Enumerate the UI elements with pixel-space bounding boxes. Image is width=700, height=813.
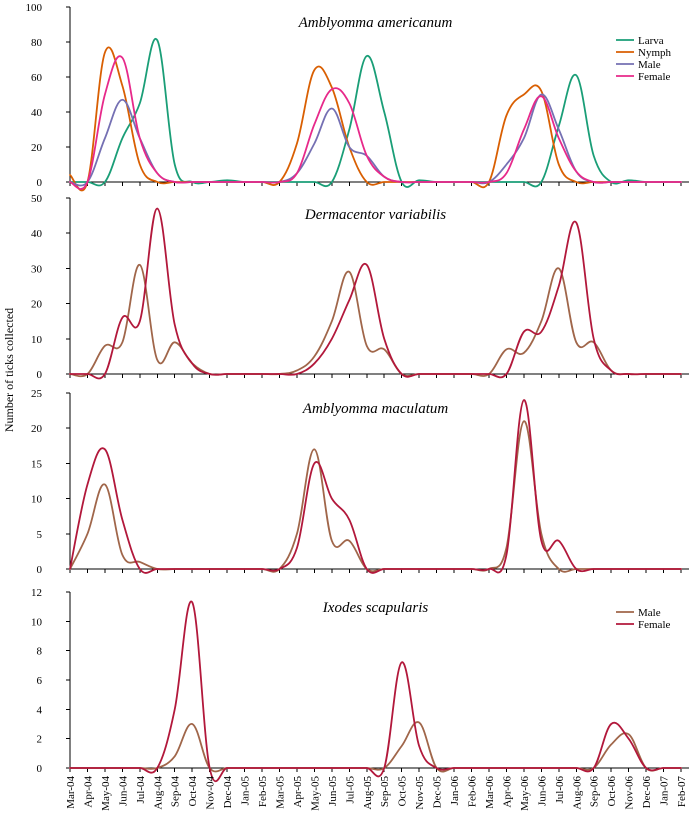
x-tick-label: Nov-04: [205, 776, 217, 810]
x-tick-label: Feb-07: [676, 776, 688, 808]
panel-2: 0 10 20 30 40 50 Dermacentor variabilis: [31, 193, 689, 381]
y-axis-title: Number of ticks collected: [2, 308, 16, 432]
x-tick-label: Oct-04: [187, 776, 199, 807]
y-tick-label: 0: [37, 177, 43, 189]
y-tick-label: 20: [31, 423, 43, 435]
y-tick-label: 25: [31, 388, 43, 400]
x-tick-label: May-04: [100, 776, 112, 811]
series-line-male: [69, 263, 682, 378]
y-tick-label: 40: [31, 228, 43, 240]
x-tick-label: Aug-06: [571, 776, 583, 810]
x-tick-label: Dec-04: [222, 776, 234, 809]
y-tick-label: 10: [31, 334, 43, 346]
y-tick-label: 5: [37, 529, 43, 541]
y-tick-label: 4: [37, 704, 43, 716]
x-tick-label: May-06: [519, 776, 531, 811]
x-tick-label: May-05: [309, 776, 321, 811]
x-tick-label: Sep-04: [170, 776, 182, 808]
x-tick-label: Jul-04: [135, 776, 147, 804]
x-tick-label: Aug-05: [362, 776, 374, 810]
series-line-male: [69, 420, 682, 573]
y-tick-label: 0: [37, 564, 43, 576]
series-line-nymph: [69, 46, 682, 192]
series-line-female: [69, 399, 682, 574]
x-tick-label: Dec-06: [641, 776, 653, 809]
y-tick-label: 2: [37, 734, 43, 746]
y-tick-label: 6: [37, 675, 43, 687]
legend-label: Female: [638, 71, 670, 83]
series-line-female: [69, 207, 682, 380]
y-tick-label: 20: [31, 142, 43, 154]
x-tick-label: Apr-04: [82, 776, 94, 808]
x-tick-label: Aug-04: [152, 776, 164, 810]
panel-3: 0 5 10 15 20 25 Amblyomma maculatum: [31, 388, 689, 576]
legend-label: Female: [638, 619, 670, 631]
x-tick-label: Apr-06: [501, 776, 513, 808]
x-tick-label: Dec-05: [432, 776, 444, 809]
x-tick-label: Mar-05: [274, 776, 286, 809]
y-tick-label: 80: [31, 37, 43, 49]
x-tick-label: Oct-05: [397, 776, 409, 807]
x-tick-label: Sep-06: [589, 776, 601, 808]
panel-title: Amblyomma americanum: [298, 15, 453, 31]
panel-title: Ixodes scapularis: [322, 600, 429, 616]
x-tick-label: Feb-06: [467, 776, 479, 808]
x-tick-label: Jun-05: [327, 776, 339, 806]
x-tick-label: Nov-06: [624, 776, 636, 810]
series-line-larva: [69, 37, 682, 188]
y-tick-label: 0: [37, 369, 43, 381]
y-tick-label: 10: [31, 494, 43, 506]
y-tick-label: 8: [37, 646, 43, 658]
legend-label: Male: [638, 607, 661, 619]
x-tick-label: Jun-04: [117, 776, 129, 806]
series-line-female: [69, 55, 682, 190]
legend-label: Nymph: [638, 47, 672, 59]
x-tick-label: Jan-07: [659, 776, 671, 806]
legend-label: Larva: [638, 35, 664, 47]
x-tick-label: Jan-05: [240, 776, 252, 806]
x-tick-label: Nov-05: [414, 776, 426, 810]
x-tick-label: Apr-05: [292, 776, 304, 808]
y-tick-label: 100: [26, 2, 43, 14]
x-tick-label: Jan-06: [449, 776, 461, 806]
y-tick-label: 12: [31, 587, 42, 599]
x-tick-label: Oct-06: [606, 776, 618, 807]
x-tick-label: Sep-05: [379, 776, 391, 808]
x-tick-label: Jun-06: [536, 776, 548, 806]
y-tick-label: 20: [31, 299, 43, 311]
series-line-male: [69, 721, 682, 773]
panel-title: Amblyomma maculatum: [302, 401, 449, 417]
panel-title: Dermacentor variabilis: [304, 207, 446, 223]
panel-1: 0 20 40 60 80 100 Amblyomma americanum LarvaNym…: [26, 2, 689, 192]
x-tick-labels: Mar-04 Apr-04 May-04 Jun-04 Jul-04 Aug-04 Sep-…: [65, 776, 688, 811]
x-tick-label: Mar-04: [65, 776, 77, 809]
y-tick-label: 40: [31, 107, 43, 119]
x-tick-label: Mar-06: [484, 776, 496, 809]
y-tick-label: 10: [31, 616, 43, 628]
y-tick-label: 0: [37, 763, 43, 775]
y-tick-label: 60: [31, 72, 43, 84]
y-tick-label: 50: [31, 193, 43, 205]
x-tick-label: Jul-06: [554, 776, 566, 804]
y-tick-label: 30: [31, 263, 43, 275]
legend-label: Male: [638, 59, 661, 71]
y-tick-label: 15: [31, 458, 43, 470]
series-line-female: [69, 600, 682, 783]
x-tick-label: Feb-05: [257, 776, 269, 808]
x-tick-label: Jul-05: [344, 776, 356, 804]
